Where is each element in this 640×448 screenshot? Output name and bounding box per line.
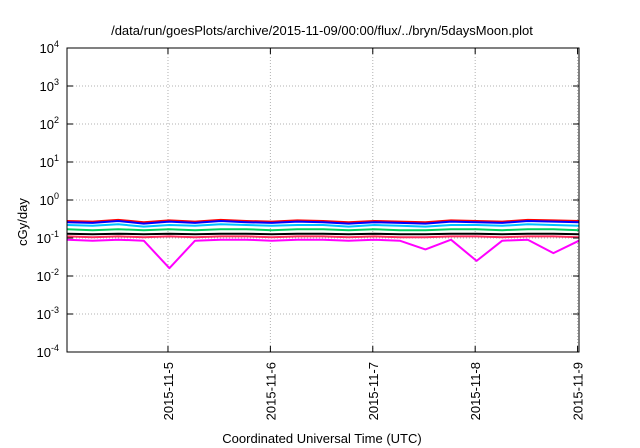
x-tick-label: 2015-11-6 xyxy=(263,362,278,420)
x-tick-label: 2015-11-9 xyxy=(571,362,586,420)
y-tick-label: 10-2 xyxy=(37,267,59,284)
grid xyxy=(67,48,579,352)
y-tick-label: 10-4 xyxy=(37,343,59,360)
x-tick-label: 2015-11-5 xyxy=(161,362,176,420)
x-tick-label: 2015-11-8 xyxy=(468,362,483,420)
x-axis-label: Coordinated Universal Time (UTC) xyxy=(222,431,421,446)
y-tick-label: 104 xyxy=(40,39,59,56)
series-line-4 xyxy=(66,228,580,232)
series-group xyxy=(66,218,580,270)
y-tick-label: 101 xyxy=(40,153,59,170)
y-ticks: 104 103 102 101 100 10-1 10-2 10-3 10-4 xyxy=(37,39,579,360)
x-ticks: 2015-11-5 2015-11-6 2015-11-7 2015-11-8 2015… xyxy=(161,48,586,420)
series-line-2 xyxy=(66,220,580,225)
y-tick-label: 102 xyxy=(40,115,59,132)
y-tick-label: 103 xyxy=(40,77,59,94)
y-axis-label: cGy/day xyxy=(15,198,30,246)
x-tick-label: 2015-11-7 xyxy=(366,362,381,420)
series-line-5 xyxy=(66,232,580,236)
chart-title: /data/run/goesPlots/archive/2015-11-09/0… xyxy=(111,23,533,38)
series-line-1 xyxy=(66,218,580,224)
series-line-6 xyxy=(66,235,580,239)
y-tick-label: 10-1 xyxy=(37,229,59,246)
series-line-7 xyxy=(66,238,580,270)
series-line-3 xyxy=(66,223,580,228)
y-tick-label: 10-3 xyxy=(37,305,59,322)
y-tick-label: 100 xyxy=(40,191,59,208)
